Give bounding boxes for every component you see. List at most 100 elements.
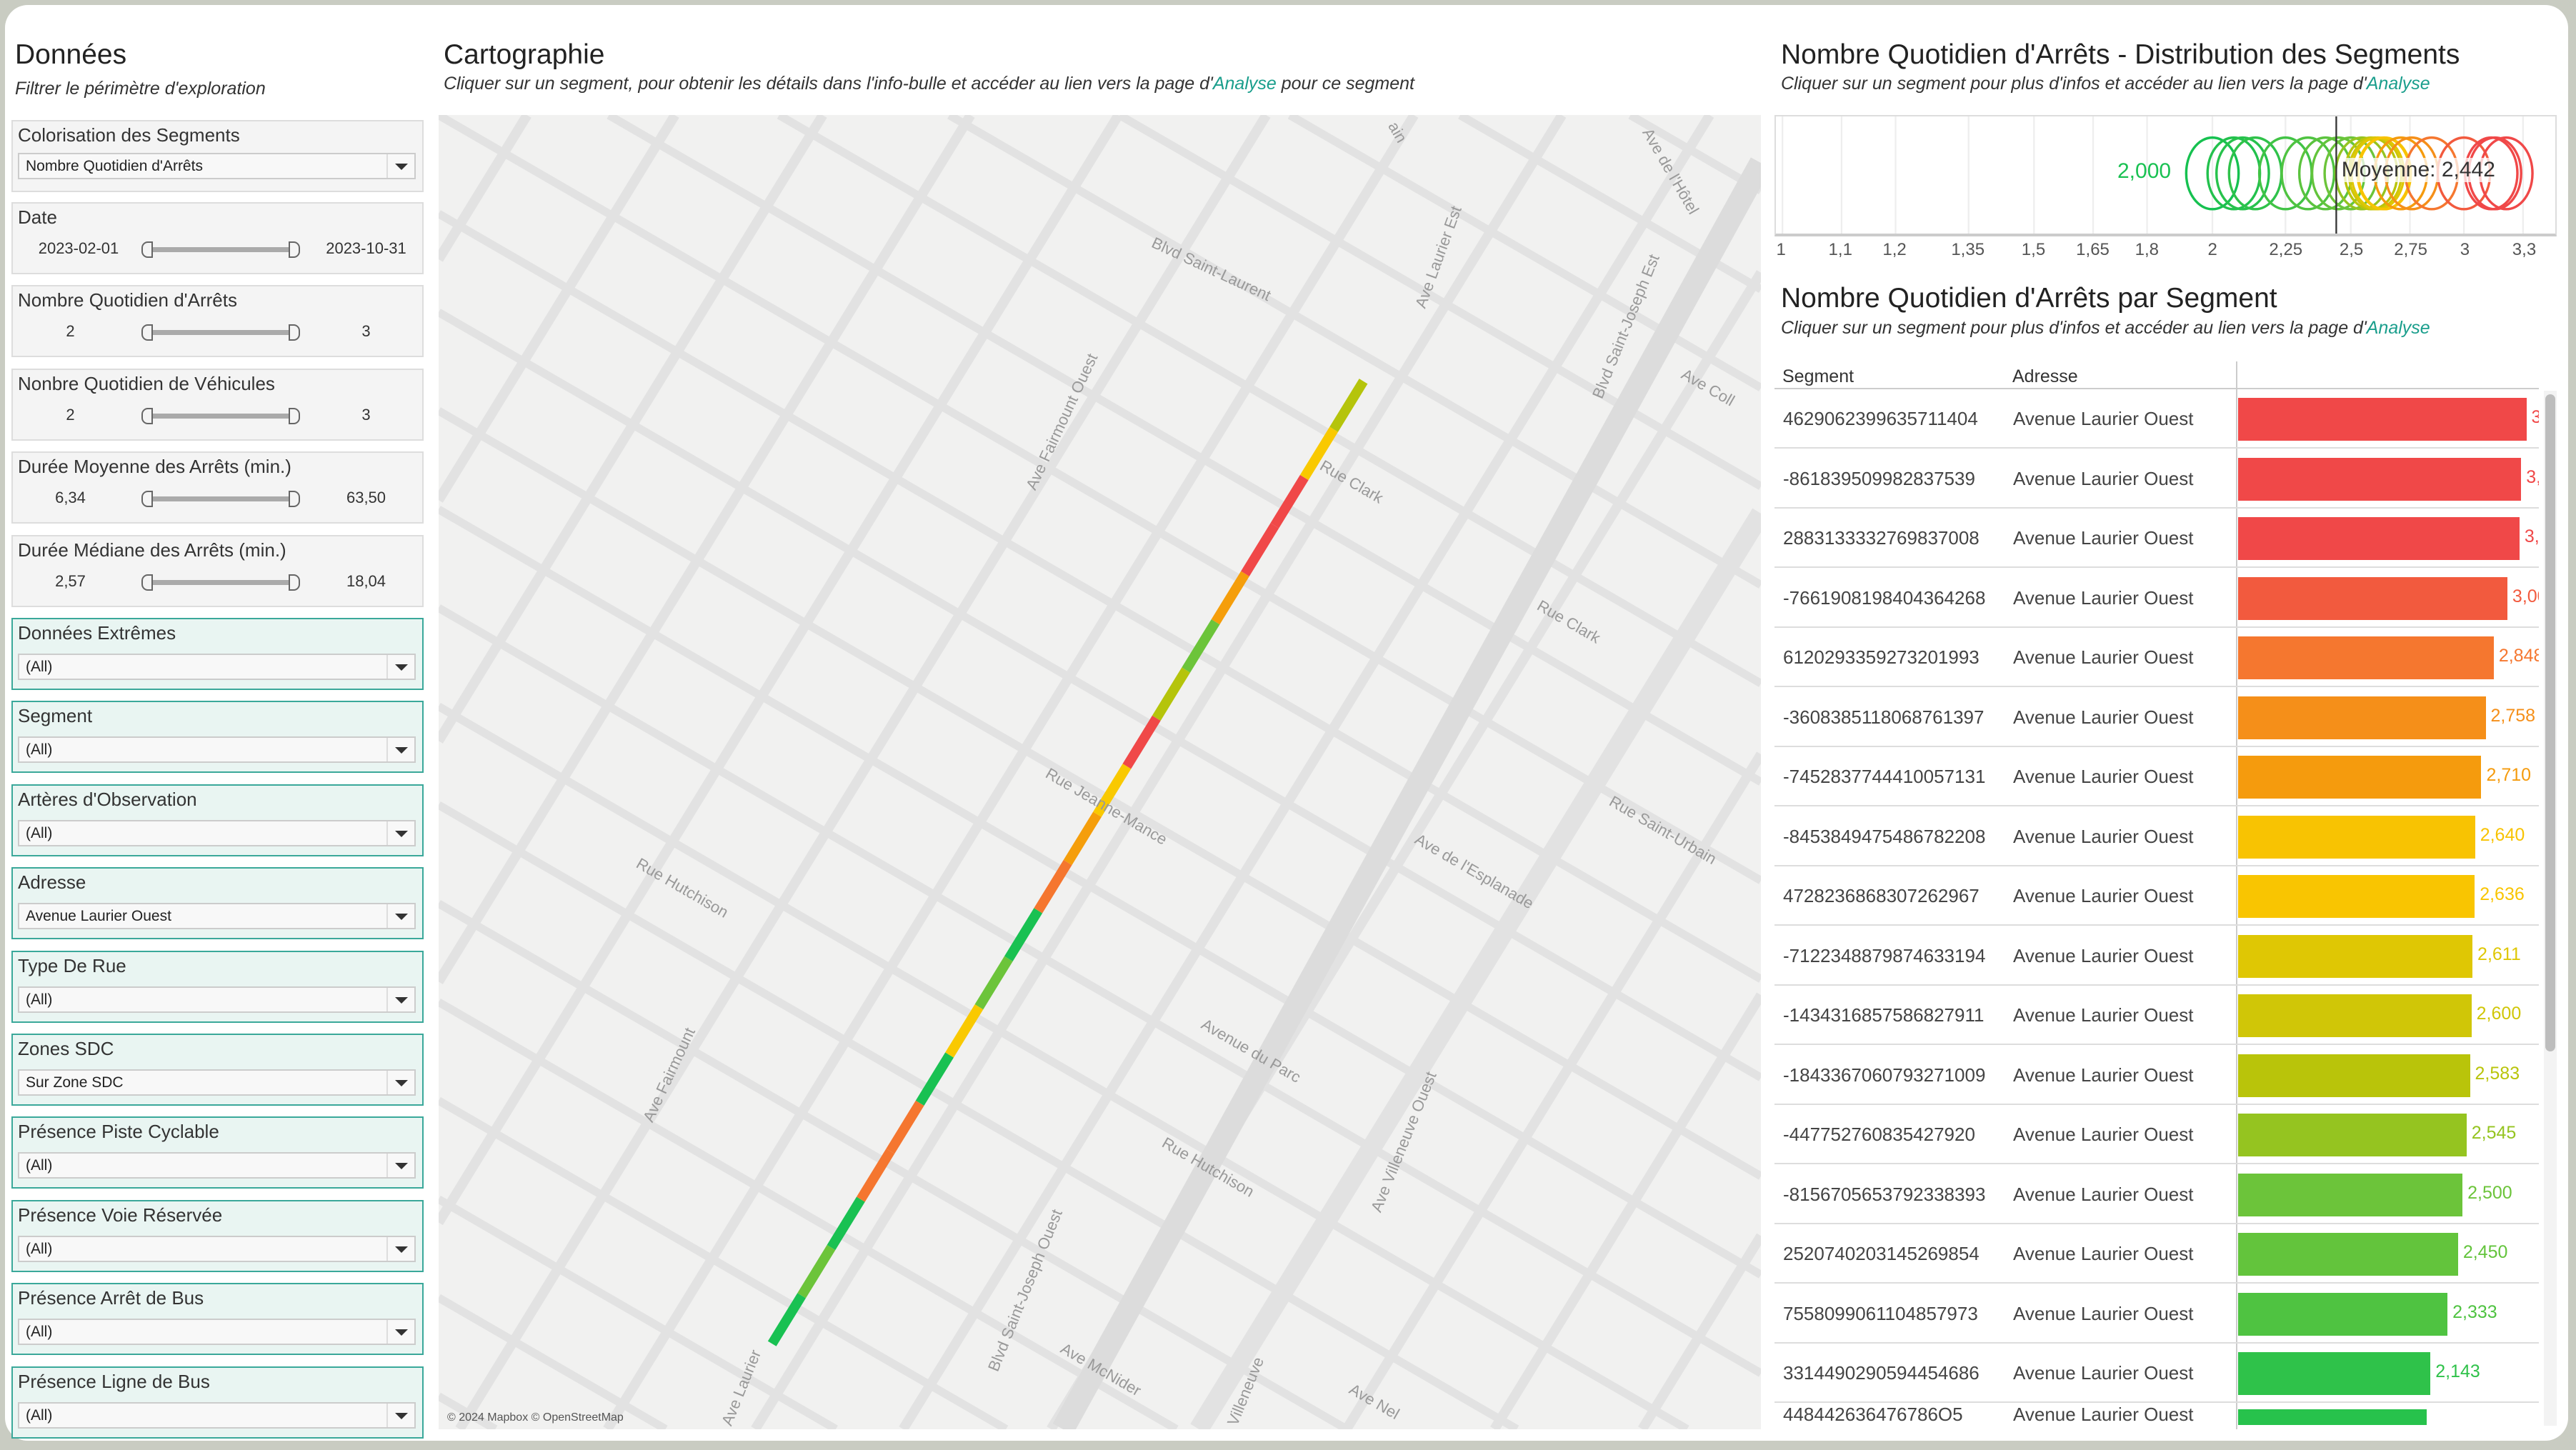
- table-row[interactable]: 7558099061104857973 Avenue Laurier Ouest…: [1774, 1284, 2539, 1344]
- slider-track[interactable]: [148, 413, 299, 419]
- value-bar[interactable]: [2238, 1292, 2448, 1336]
- table-row[interactable]: -7661908198404364268 Avenue Laurier Oues…: [1774, 569, 2539, 628]
- column-header-address[interactable]: Adresse: [2012, 366, 2078, 386]
- slider-min-handle[interactable]: [141, 324, 153, 341]
- slider-min[interactable]: 2,57: [55, 571, 86, 590]
- segment-point[interactable]: [2215, 136, 2270, 211]
- filter-dropdown[interactable]: (All): [18, 1235, 416, 1262]
- road-segment[interactable]: [827, 1196, 865, 1251]
- road-segment[interactable]: [857, 1149, 895, 1202]
- slider-min[interactable]: 2023-02-01: [38, 239, 119, 257]
- road-segment[interactable]: [1299, 426, 1339, 481]
- value-bar[interactable]: [2238, 1409, 2427, 1425]
- coloring-dropdown[interactable]: Nombre Quotidien d'Arrêts: [18, 153, 416, 179]
- map-canvas[interactable]: [439, 115, 1761, 1429]
- slider-max[interactable]: 18,04: [346, 571, 386, 590]
- value-bar[interactable]: [2238, 696, 2486, 739]
- filter-dropdown[interactable]: (All): [18, 654, 416, 680]
- slider-min-handle[interactable]: [141, 574, 153, 591]
- road-segment[interactable]: [1241, 523, 1279, 576]
- segment-point[interactable]: [2227, 136, 2283, 211]
- scrollbar[interactable]: [2544, 391, 2557, 1426]
- value-bar[interactable]: [2238, 934, 2473, 978]
- distribution-chart[interactable]: 2,000 Moyenne: 2,442: [1774, 115, 2557, 236]
- road-segment[interactable]: [767, 1293, 807, 1346]
- road-segment[interactable]: [1211, 571, 1249, 625]
- value-bar[interactable]: [2238, 875, 2475, 918]
- road-segment[interactable]: [797, 1244, 836, 1299]
- map[interactable]: Blvd Saint-Laurent Ave Laurier Est Blvd Sa…: [439, 115, 1761, 1429]
- analyse-link[interactable]: Analyse: [2366, 74, 2430, 94]
- table-row[interactable]: 2883133332769837008 Avenue Laurier Ouest…: [1774, 509, 2539, 568]
- table-row[interactable]: -8453849475486782208 Avenue Laurier Oues…: [1774, 807, 2539, 866]
- table-row[interactable]: 448442636476786O5 Avenue Laurier Ouest: [1774, 1404, 2539, 1425]
- value-bar[interactable]: [2238, 994, 2472, 1037]
- road-segment[interactable]: [1122, 715, 1161, 769]
- value-bar[interactable]: [2238, 1352, 2431, 1395]
- value-bar[interactable]: [2238, 517, 2520, 560]
- value-bar[interactable]: [2238, 398, 2527, 441]
- table-row[interactable]: -8156705653792338393 Avenue Laurier Oues…: [1774, 1165, 2539, 1224]
- slider-track[interactable]: [148, 496, 299, 502]
- value-bar[interactable]: [2238, 1114, 2467, 1156]
- road-segment[interactable]: [1004, 908, 1043, 961]
- table-row[interactable]: 2520740203145269854 Avenue Laurier Ouest…: [1774, 1224, 2539, 1284]
- slider-min-handle[interactable]: [141, 241, 153, 258]
- table-row[interactable]: -1843367060793271009 Avenue Laurier Oues…: [1774, 1046, 2539, 1105]
- table-row[interactable]: -861839509982837539 Avenue Laurier Ouest…: [1774, 449, 2539, 509]
- road-segment[interactable]: [1270, 474, 1309, 529]
- filter-dropdown[interactable]: (All): [18, 819, 416, 846]
- table-row[interactable]: -7122348879874633194 Avenue Laurier Oues…: [1774, 926, 2539, 986]
- table-row[interactable]: -1434316857586827911 Avenue Laurier Oues…: [1774, 986, 2539, 1045]
- road-segment[interactable]: [1063, 811, 1102, 866]
- slider-track[interactable]: [148, 579, 299, 585]
- table-row[interactable]: -7452837744410057131 Avenue Laurier Oues…: [1774, 747, 2539, 806]
- filter-dropdown[interactable]: Sur Zone SDC: [18, 1069, 416, 1096]
- segment-point[interactable]: [2280, 136, 2336, 211]
- table-row[interactable]: 4728236868307262967 Avenue Laurier Ouest…: [1774, 866, 2539, 926]
- table-row[interactable]: -447752760835427920 Avenue Laurier Ouest…: [1774, 1105, 2539, 1164]
- map-attribution[interactable]: © 2024 Mapbox © OpenStreetMap: [447, 1411, 624, 1424]
- slider-max-handle[interactable]: [289, 241, 300, 258]
- slider-max[interactable]: 3: [361, 322, 371, 341]
- slider-max-handle[interactable]: [289, 491, 300, 508]
- value-bar[interactable]: [2238, 1054, 2470, 1097]
- road-segment[interactable]: [915, 1052, 954, 1106]
- scrollbar-thumb[interactable]: [2545, 394, 2555, 1051]
- value-bar[interactable]: [2238, 1233, 2458, 1276]
- value-bar[interactable]: [2238, 636, 2494, 679]
- analyse-link[interactable]: Analyse: [1212, 74, 1277, 94]
- value-bar[interactable]: [2238, 576, 2507, 620]
- column-header-segment[interactable]: Segment: [1782, 366, 1854, 386]
- slider-max-handle[interactable]: [289, 407, 300, 424]
- filter-dropdown[interactable]: (All): [18, 1319, 416, 1346]
- road-segment[interactable]: [945, 1004, 984, 1058]
- filter-dropdown[interactable]: (All): [18, 1152, 416, 1179]
- slider-max-handle[interactable]: [289, 574, 300, 591]
- slider-min[interactable]: 2: [66, 405, 75, 424]
- filter-dropdown[interactable]: Avenue Laurier Ouest: [18, 903, 416, 930]
- table-row[interactable]: -3608385118068761397 Avenue Laurier Oues…: [1774, 688, 2539, 747]
- road-segment[interactable]: [1152, 667, 1191, 721]
- analyse-link[interactable]: Analyse: [2366, 318, 2430, 338]
- slider-min-handle[interactable]: [141, 407, 153, 424]
- slider-min-handle[interactable]: [141, 491, 153, 508]
- table-row[interactable]: 3314490290594454686 Avenue Laurier Ouest…: [1774, 1344, 2539, 1403]
- filter-dropdown[interactable]: (All): [18, 736, 416, 764]
- road-segment[interactable]: [1093, 764, 1132, 817]
- filter-dropdown[interactable]: (All): [18, 986, 416, 1013]
- road-segment[interactable]: [886, 1100, 924, 1154]
- value-bar[interactable]: [2238, 1173, 2463, 1216]
- value-bar[interactable]: [2238, 756, 2482, 799]
- table-row[interactable]: 4629062399635711404 Avenue Laurier Ouest…: [1774, 389, 2539, 449]
- table-row[interactable]: 6120293359273201993 Avenue Laurier Ouest…: [1774, 628, 2539, 687]
- filter-dropdown[interactable]: (All): [18, 1401, 416, 1429]
- value-bar[interactable]: [2238, 457, 2522, 501]
- slider-max[interactable]: 63,50: [346, 489, 386, 507]
- slider-max[interactable]: 2023-10-31: [326, 239, 406, 257]
- slider-min[interactable]: 2: [66, 322, 75, 341]
- slider-track[interactable]: [148, 330, 299, 336]
- value-bar[interactable]: [2238, 815, 2475, 859]
- slider-max-handle[interactable]: [289, 324, 300, 341]
- road-segment[interactable]: [1034, 859, 1072, 914]
